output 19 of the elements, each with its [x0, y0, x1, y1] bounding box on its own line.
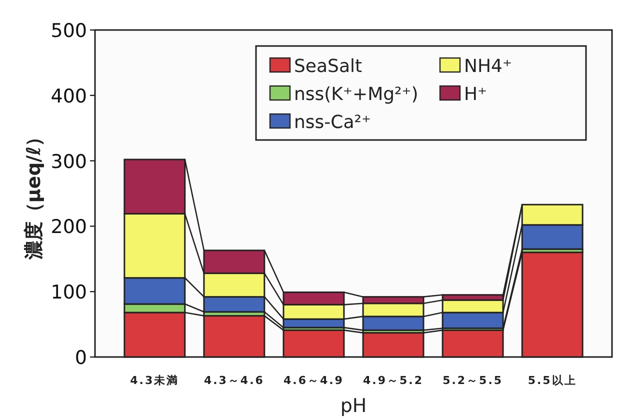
- legend-label: H⁺: [464, 84, 488, 105]
- y-tick-label: 100: [50, 282, 87, 304]
- x-axis-title: pH: [340, 395, 367, 417]
- y-tick-label: 400: [50, 85, 87, 108]
- legend-label: SeaSalt: [294, 56, 362, 77]
- x-tick-label: 5.2～5.5: [442, 374, 504, 387]
- y-tick-label: 500: [50, 20, 87, 42]
- legend-label: nss(K⁺+Mg²⁺): [294, 84, 418, 105]
- x-tick-label: 4.9～5.2: [363, 374, 424, 387]
- legend-label: NH4⁺: [464, 56, 512, 77]
- legend-label: nss-Ca²⁺: [294, 112, 371, 133]
- x-tick-label: 5.5以上: [528, 374, 577, 387]
- x-tick-label: 4.3未満: [130, 374, 180, 387]
- y-tick-label: 0: [74, 347, 87, 369]
- x-tick-label: 4.6～4.9: [283, 374, 344, 387]
- y-tick-label: 200: [50, 216, 87, 238]
- y-tick-label: 300: [50, 150, 87, 173]
- y-axis-title: 濃度（μeq/ℓ）: [23, 127, 45, 261]
- x-tick-label: 4.3～4.6: [204, 374, 264, 387]
